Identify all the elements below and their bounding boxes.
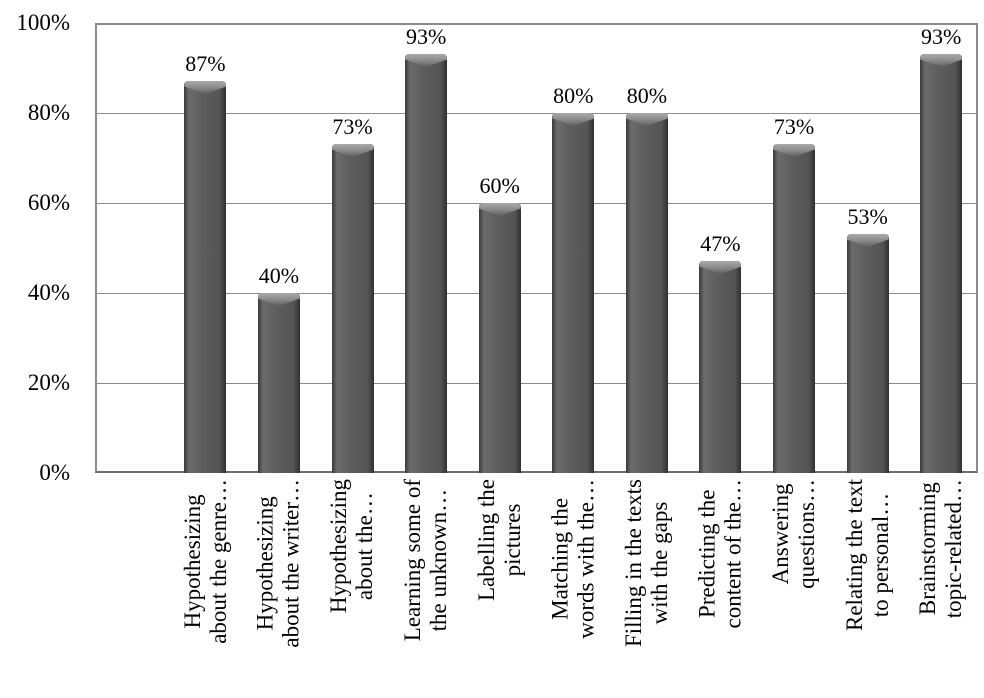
bar-value-label: 47% xyxy=(700,231,741,256)
x-axis-category-label: Filling in the texts with the gaps xyxy=(620,479,672,648)
x-axis-category-label: Predicting the content of the… xyxy=(694,479,746,629)
y-axis-tick-label: 100% xyxy=(16,10,70,35)
bar-value-label: 73% xyxy=(773,114,815,139)
x-axis-category-label: Matching the words with the… xyxy=(547,479,599,639)
bar-1 xyxy=(184,81,227,473)
y-axis-tick-label: 20% xyxy=(27,370,70,395)
gridline xyxy=(95,203,978,204)
bar-2 xyxy=(257,293,300,473)
x-axis-category-label: Hypothesizing about the writer… xyxy=(252,479,304,648)
bar-5 xyxy=(478,203,521,473)
bar-value-label: 87% xyxy=(185,51,226,76)
bar-value-label: 80% xyxy=(626,83,668,108)
x-axis-category-label: Learning some of the unknown… xyxy=(400,479,452,642)
bar-value-label: 53% xyxy=(847,204,888,229)
y-axis-tick-label: 0% xyxy=(39,460,70,485)
bar-6 xyxy=(552,113,595,473)
bar-value-label: 93% xyxy=(405,24,447,49)
x-axis-category-label: Answering questions… xyxy=(768,479,820,589)
y-axis-tick-label: 80% xyxy=(27,100,70,125)
x-axis-category-label: Labelling the pictures xyxy=(473,479,525,601)
bar-value-label: 93% xyxy=(921,24,962,49)
plot-area xyxy=(95,23,978,473)
y-axis-tick-label: 40% xyxy=(27,280,70,305)
bar-11 xyxy=(920,54,963,473)
bar-10 xyxy=(846,234,889,473)
bar-4 xyxy=(405,54,448,473)
bar-value-label: 40% xyxy=(258,263,300,288)
gridline xyxy=(95,113,978,114)
bar-9 xyxy=(773,144,816,473)
bar-7 xyxy=(625,113,668,473)
gridline xyxy=(95,383,978,384)
y-axis-tick-label: 60% xyxy=(27,190,70,215)
x-axis-category-label: Relating the text to personal… xyxy=(841,479,893,632)
x-axis-category-label: Hypothesizing about the genre… xyxy=(179,479,231,644)
gridline xyxy=(95,293,978,294)
bar-value-label: 80% xyxy=(553,83,594,108)
x-axis-category-label: Brainstorming topic-related… xyxy=(915,479,967,619)
bar-value-label: 73% xyxy=(332,114,373,139)
x-axis-category-label: Hypothesizing about the… xyxy=(326,479,378,614)
bar-3 xyxy=(331,144,374,473)
bar-value-label: 60% xyxy=(479,173,520,198)
bar-8 xyxy=(699,261,742,473)
